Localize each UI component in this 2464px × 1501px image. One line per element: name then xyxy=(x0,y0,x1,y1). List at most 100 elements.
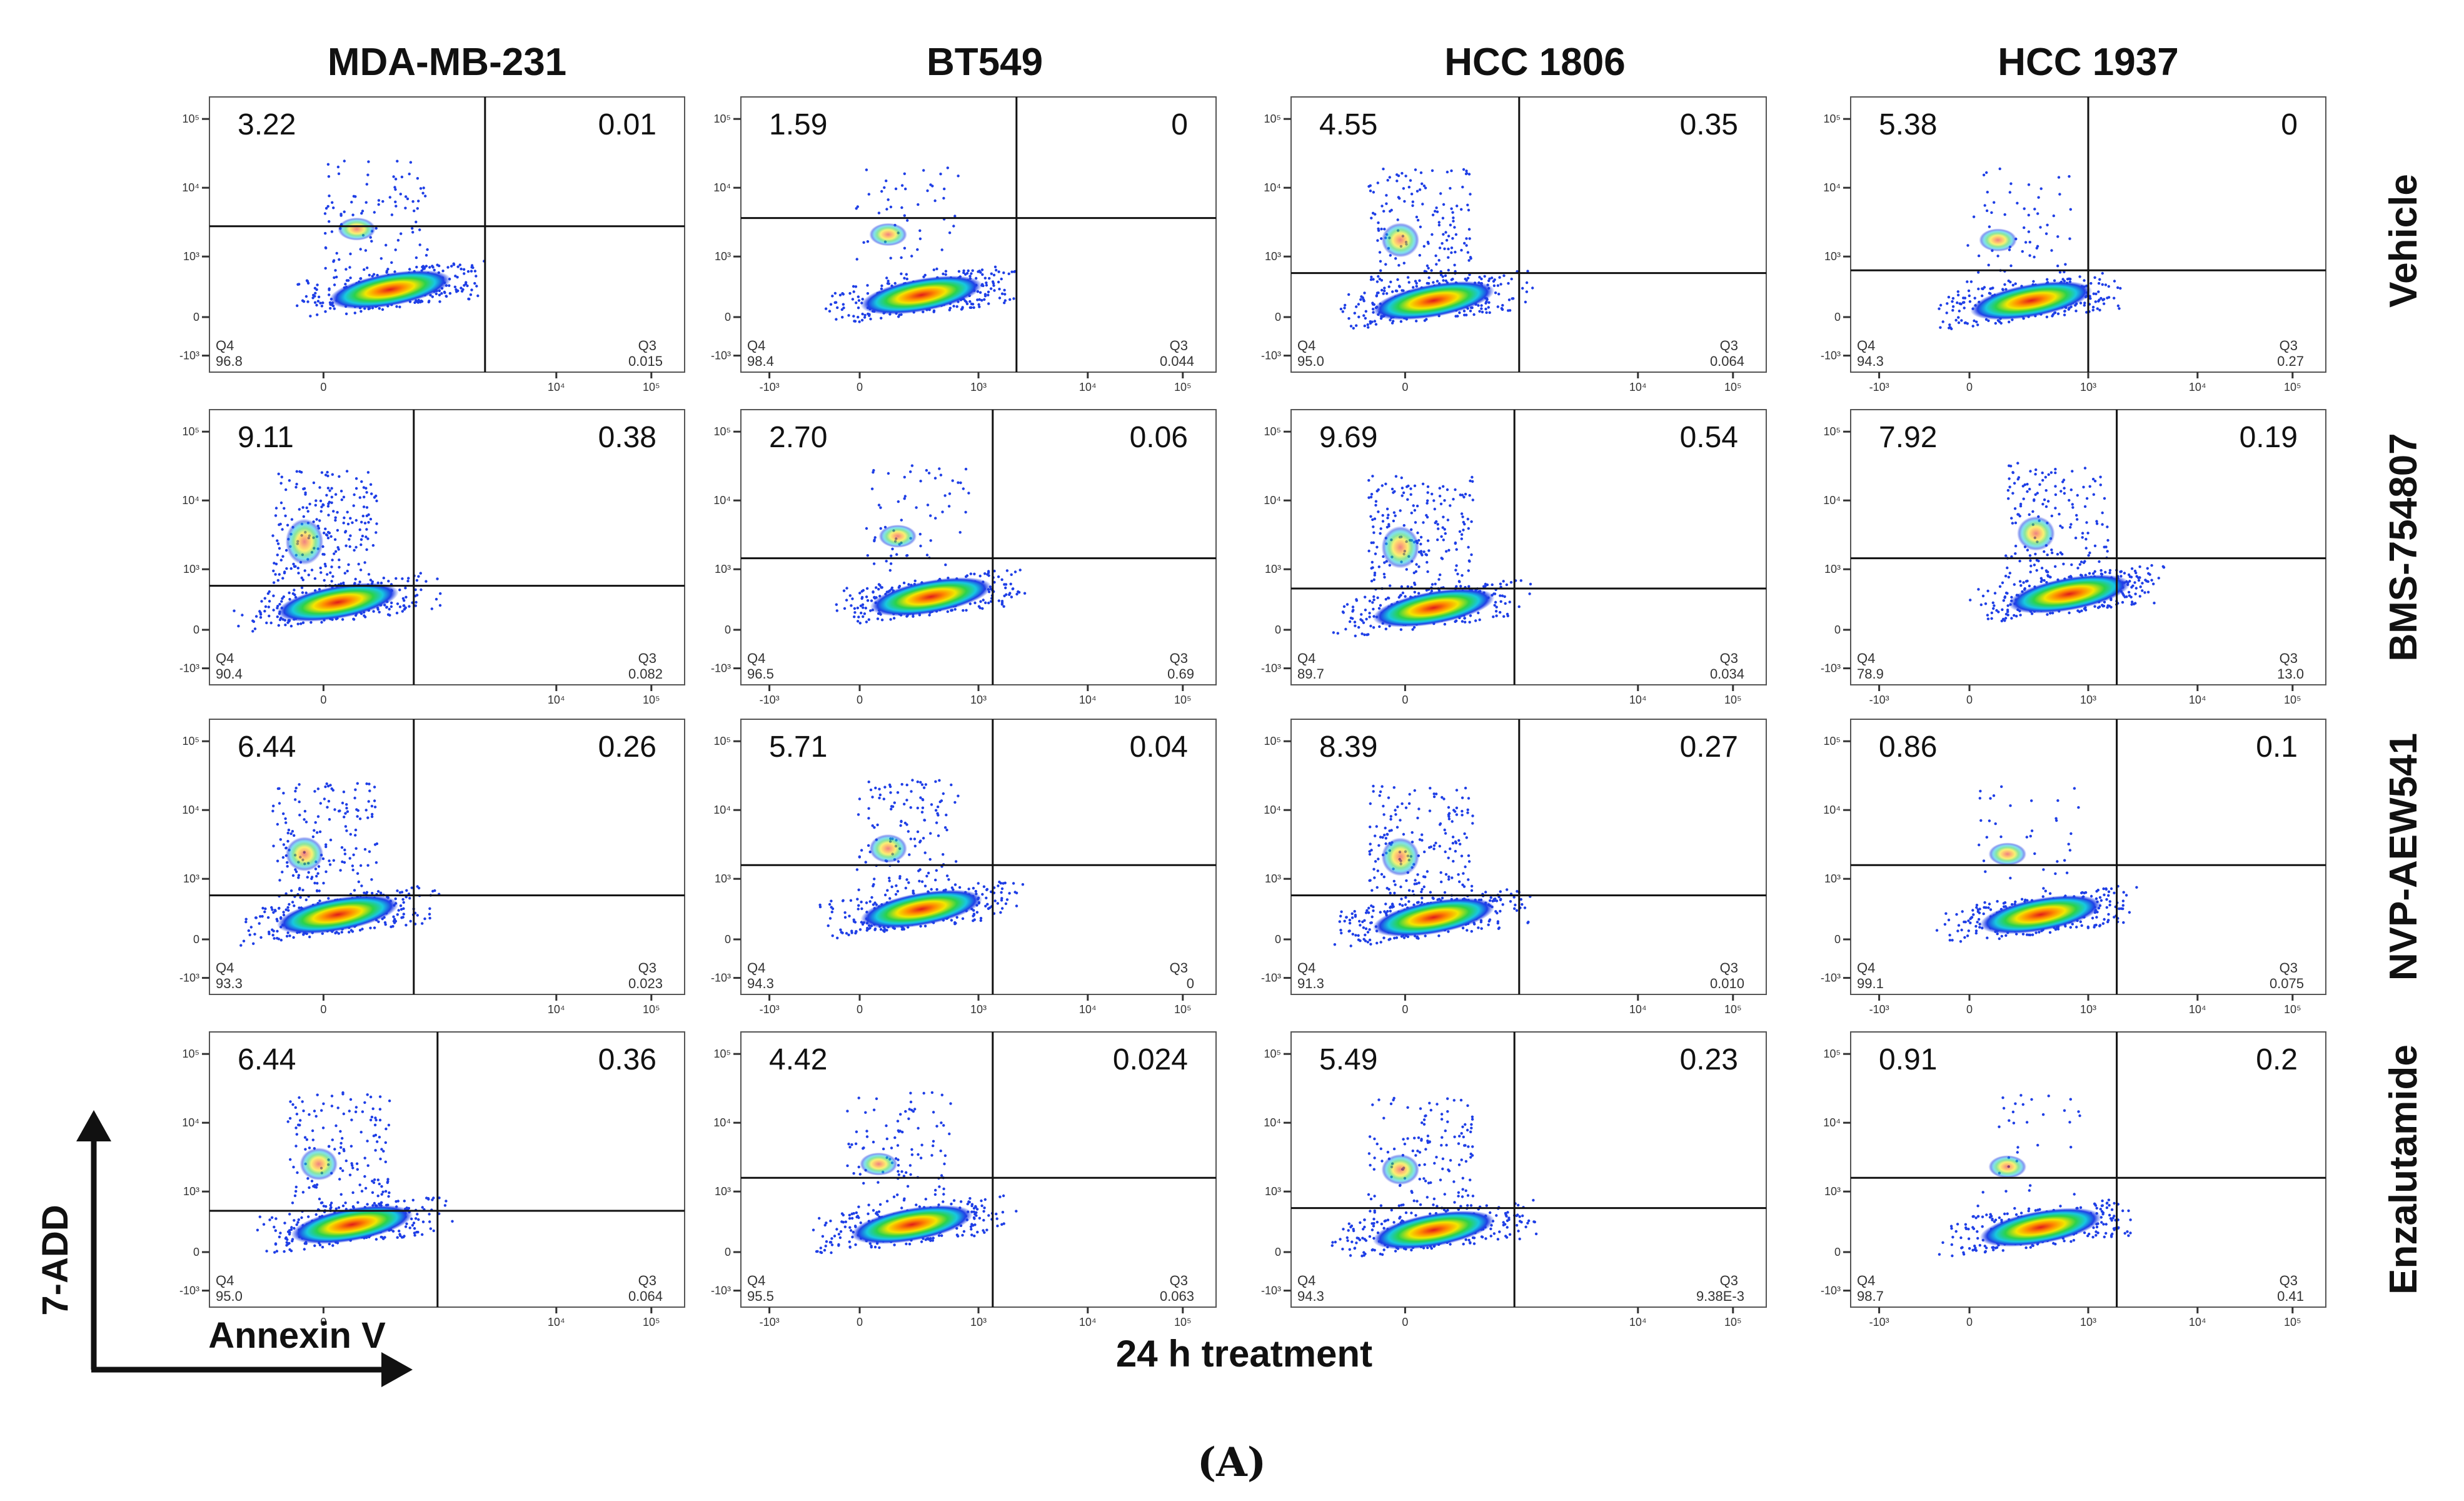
cell-event xyxy=(2091,477,2095,481)
cell-event xyxy=(1457,873,1460,876)
upper-population-density xyxy=(338,217,376,241)
cell-event xyxy=(2109,887,2113,891)
cell-event xyxy=(888,785,892,789)
cell-event xyxy=(900,206,903,210)
cell-event xyxy=(301,591,304,594)
cell-event xyxy=(1454,840,1457,844)
cell-event xyxy=(828,902,832,906)
cell-event xyxy=(328,288,331,291)
cell-event xyxy=(328,195,331,198)
cell-event xyxy=(964,575,968,579)
cell-event xyxy=(1349,944,1352,948)
cell-event xyxy=(346,510,349,513)
cell-event xyxy=(326,533,329,537)
cell-event xyxy=(342,791,346,794)
y-tick-label: 10⁴ xyxy=(182,181,199,194)
cell-event xyxy=(295,470,298,473)
cell-event xyxy=(1411,831,1414,834)
cell-event xyxy=(346,522,350,526)
cell-event xyxy=(2068,174,2071,178)
cell-event xyxy=(338,258,341,261)
cell-event xyxy=(1364,310,1367,313)
cell-event xyxy=(934,517,937,520)
cell-event xyxy=(368,273,371,277)
cell-event xyxy=(267,605,270,609)
cell-event xyxy=(2003,619,2006,622)
cell-event xyxy=(2039,187,2043,190)
cell-event xyxy=(1935,929,1939,932)
x-tick-label: 10³ xyxy=(2080,381,2096,393)
cell-event xyxy=(2044,489,2048,492)
cell-event xyxy=(1986,936,1989,939)
cell-event xyxy=(961,306,964,309)
cell-event xyxy=(314,499,318,502)
cell-event xyxy=(2055,819,2058,822)
cell-event xyxy=(973,572,976,575)
cell-event xyxy=(354,788,357,791)
cell-event xyxy=(333,283,336,286)
cell-event xyxy=(271,809,274,813)
cell-event xyxy=(363,561,366,564)
cell-event xyxy=(1478,310,1481,313)
cell-event xyxy=(275,917,278,921)
cell-event xyxy=(857,306,860,310)
cell-event xyxy=(992,284,995,287)
cell-event xyxy=(1386,179,1389,182)
cell-event xyxy=(414,588,417,592)
cell-event xyxy=(919,781,922,784)
cell-event xyxy=(1360,619,1364,622)
cell-event xyxy=(2113,296,2116,300)
cell-event xyxy=(950,919,953,922)
cell-event xyxy=(818,903,822,907)
cell-event xyxy=(985,896,988,900)
cell-event xyxy=(264,907,267,911)
cell-event xyxy=(993,569,996,573)
cell-event xyxy=(1986,617,1990,620)
cell-event xyxy=(885,179,888,183)
cell-event xyxy=(406,197,410,201)
cell-event xyxy=(2080,891,2083,895)
cell-event xyxy=(2001,581,2004,584)
cell-event xyxy=(1378,251,1382,254)
cell-event xyxy=(2099,475,2102,478)
cell-event xyxy=(852,290,855,293)
cell-event xyxy=(288,479,291,482)
cell-event xyxy=(1377,857,1380,861)
cell-event xyxy=(314,291,317,295)
cell-event xyxy=(1390,208,1393,212)
cell-event xyxy=(273,937,276,940)
cell-event xyxy=(1478,618,1481,622)
cell-event xyxy=(2057,176,2061,179)
cell-event xyxy=(335,275,338,279)
q4-value: 90.4 xyxy=(216,666,243,682)
cell-event xyxy=(2033,498,2036,502)
cell-event xyxy=(1971,325,1974,328)
cell-event xyxy=(1462,310,1466,313)
upper-population-density xyxy=(1381,223,1420,258)
cell-event xyxy=(2056,799,2059,802)
cell-event xyxy=(870,896,873,899)
cell-event xyxy=(947,505,951,508)
cell-event xyxy=(2018,515,2021,518)
cell-event xyxy=(1462,528,1465,532)
cell-event xyxy=(1416,504,1419,508)
cell-event xyxy=(831,907,835,911)
cell-event xyxy=(1478,276,1481,279)
cell-event xyxy=(1449,223,1452,226)
cell-event xyxy=(915,506,918,509)
y-tick-label: 0 xyxy=(193,624,199,636)
cell-event xyxy=(841,316,844,319)
cell-event xyxy=(1357,625,1360,629)
cell-event xyxy=(854,285,858,288)
cell-event xyxy=(372,610,375,613)
cell-event xyxy=(272,844,275,847)
cell-event xyxy=(1487,301,1491,304)
cell-event xyxy=(259,616,263,619)
cell-event xyxy=(2095,916,2098,919)
cell-event xyxy=(1988,225,1991,228)
cell-event xyxy=(962,609,965,612)
cell-event xyxy=(1375,280,1379,283)
cell-event xyxy=(333,307,336,310)
cell-event xyxy=(2036,245,2039,248)
cell-event xyxy=(868,926,872,930)
